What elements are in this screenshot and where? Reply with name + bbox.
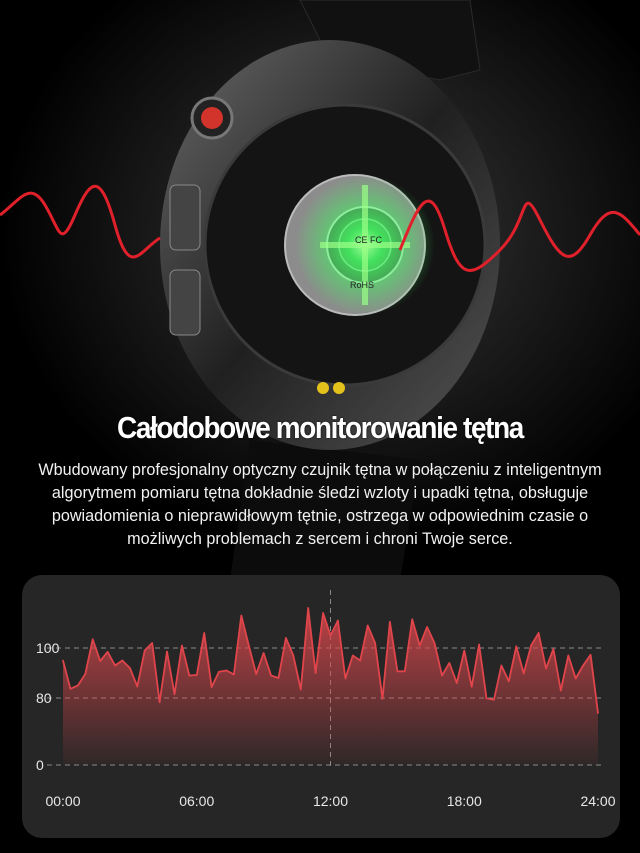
data-point: [62, 659, 64, 662]
data-point: [552, 648, 555, 650]
data-point: [195, 674, 198, 676]
data-point: [530, 644, 532, 647]
data-point: [560, 689, 562, 692]
data-point: [589, 653, 592, 656]
data-point: [574, 677, 577, 680]
data-point: [456, 682, 458, 684]
data-point: [277, 677, 280, 679]
data-point: [99, 660, 101, 662]
svg-text:CE FC: CE FC: [355, 235, 383, 245]
data-point: [69, 687, 72, 690]
data-point: [404, 670, 406, 673]
data-point: [441, 674, 443, 677]
data-point: [485, 697, 488, 700]
data-point: [106, 650, 109, 653]
data-point: [545, 667, 547, 670]
data-point: [136, 685, 139, 688]
data-point: [463, 649, 466, 652]
data-point: [426, 626, 428, 628]
data-point: [537, 632, 540, 634]
data-point: [433, 642, 436, 644]
data-point: [188, 674, 191, 677]
heart-rate-wave-left: [0, 185, 161, 259]
y-tick-label: 100: [36, 640, 60, 656]
data-point: [396, 670, 399, 673]
data-point: [389, 620, 391, 623]
data-point: [151, 642, 153, 644]
data-point: [114, 664, 116, 667]
data-point: [121, 659, 124, 662]
charging-pin: [317, 382, 329, 394]
data-point: [329, 634, 332, 637]
data-point: [381, 698, 384, 700]
data-point: [374, 642, 376, 644]
y-tick-label: 0: [36, 757, 44, 773]
data-point: [314, 672, 317, 674]
data-point: [478, 643, 480, 646]
data-point: [285, 637, 287, 639]
data-point: [181, 644, 183, 647]
data-point: [582, 664, 584, 667]
data-point: [218, 670, 220, 673]
data-point: [337, 619, 339, 622]
data-point: [158, 701, 161, 703]
x-tick-label: 06:00: [179, 793, 214, 809]
data-point: [225, 669, 228, 672]
data-point: [322, 612, 324, 614]
x-tick-label: 18:00: [447, 793, 482, 809]
x-tick-label: 00:00: [45, 793, 80, 809]
data-point: [299, 688, 302, 691]
data-point: [173, 693, 176, 696]
data-point: [344, 677, 347, 680]
smartwatch-back-illustration: CE FC RoHS: [0, 0, 640, 580]
heart-rate-area: [63, 608, 598, 765]
data-point: [233, 673, 235, 676]
data-point: [597, 712, 599, 714]
data-point: [262, 652, 265, 654]
x-tick-label: 24:00: [580, 793, 615, 809]
data-point: [203, 632, 205, 634]
data-point: [292, 654, 295, 657]
data-point: [129, 667, 131, 669]
data-point: [567, 654, 570, 657]
data-point: [448, 662, 451, 664]
svg-text:RoHS: RoHS: [350, 280, 374, 290]
data-point: [359, 659, 362, 662]
heart-rate-wave-right: [398, 199, 640, 272]
data-point: [366, 624, 369, 627]
data-point: [84, 673, 87, 675]
side-button: [169, 184, 201, 251]
data-point: [500, 664, 503, 667]
y-tick-label: 80: [36, 690, 52, 706]
data-point: [91, 638, 94, 641]
data-point: [470, 685, 473, 688]
data-point: [210, 686, 213, 688]
data-point: [515, 645, 518, 648]
data-point: [307, 607, 310, 609]
data-point: [247, 644, 250, 647]
data-point: [351, 654, 354, 657]
data-point: [493, 698, 495, 701]
side-button: [169, 269, 201, 336]
data-point: [240, 614, 243, 617]
data-point: [508, 680, 510, 683]
watch-strap-bottom: [230, 440, 420, 580]
page-title: Całodobowe monitorowanie tętna: [117, 410, 524, 445]
data-point: [143, 649, 146, 652]
charging-pin: [333, 382, 345, 394]
data-point: [411, 618, 414, 621]
x-tick-label: 12:00: [313, 793, 348, 809]
feature-description: Wbudowany profesjonalny optyczny czujnik…: [38, 461, 602, 548]
data-point: [522, 672, 525, 675]
data-point: [77, 684, 79, 687]
data-point: [418, 644, 421, 647]
data-point: [166, 650, 168, 653]
data-point: [255, 673, 257, 675]
data-point: [270, 674, 272, 677]
